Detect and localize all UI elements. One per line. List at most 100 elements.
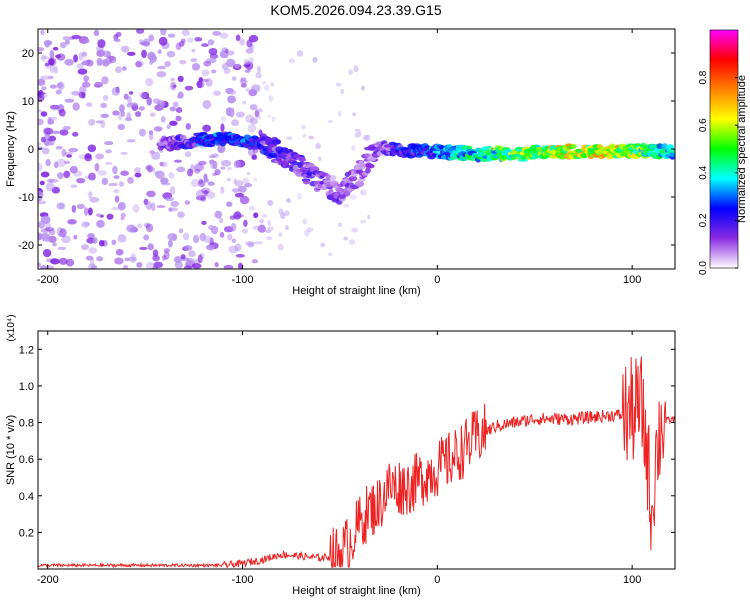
noise-blob	[38, 196, 43, 202]
noise-blob	[146, 190, 156, 198]
noise-blob	[257, 224, 266, 233]
noise-blob	[160, 161, 168, 168]
noise-blob	[190, 58, 198, 63]
noise-blob	[264, 84, 270, 91]
noise-blob	[157, 65, 167, 70]
noise-blob	[41, 56, 51, 60]
noise-blob	[71, 90, 81, 96]
noise-blob	[296, 192, 302, 200]
noise-blob	[197, 254, 203, 264]
plot-background	[38, 331, 675, 569]
noise-blob	[256, 115, 262, 120]
noise-blob	[111, 206, 119, 211]
noise-blob	[179, 59, 187, 65]
noise-blob	[251, 259, 259, 264]
noise-blob	[81, 81, 91, 88]
noise-blob	[239, 38, 245, 46]
ridge-blob	[298, 158, 307, 162]
ridge-blob	[662, 143, 668, 149]
noise-blob	[244, 69, 251, 73]
noise-blob	[219, 32, 229, 39]
noise-blob	[172, 84, 177, 88]
y-axis-label: Frequency (Hz)	[5, 111, 17, 187]
colorbar-tick-label: 0.2	[698, 213, 709, 227]
noise-blob	[155, 170, 165, 179]
noise-blob	[50, 258, 60, 265]
noise-blob	[94, 81, 104, 88]
noise-blob	[173, 159, 183, 163]
noise-blob	[302, 133, 307, 138]
noise-blob	[244, 182, 253, 188]
noise-blob	[231, 238, 237, 244]
noise-blob	[226, 178, 232, 182]
noise-blob	[242, 177, 250, 185]
noise-blob	[220, 115, 227, 123]
noise-blob	[88, 118, 96, 126]
noise-blob	[158, 36, 168, 46]
ridge-blob	[668, 152, 675, 157]
x-tick-label: -200	[37, 274, 59, 286]
noise-blob	[243, 61, 249, 65]
noise-blob	[82, 39, 91, 44]
noise-blob	[164, 60, 171, 68]
noise-blob	[88, 191, 93, 199]
noise-blob	[186, 257, 195, 264]
noise-blob	[190, 178, 200, 188]
noise-blob	[328, 252, 333, 256]
noise-blob	[92, 237, 98, 244]
noise-blob	[196, 80, 203, 89]
noise-blob	[84, 154, 93, 162]
noise-blob	[114, 38, 121, 43]
noise-blob	[285, 198, 291, 203]
noise-blob	[261, 81, 267, 85]
noise-blob	[88, 247, 98, 254]
noise-blob	[38, 93, 45, 102]
noise-blob	[38, 142, 42, 146]
noise-blob	[81, 61, 89, 66]
noise-blob	[167, 232, 178, 241]
noise-blob	[348, 69, 353, 75]
snr-panel: -200 -100 0 100 0.2 0.4 0.6 0.8 1.0 1.2 Height of …	[5, 314, 676, 597]
noise-blob	[63, 170, 71, 179]
noise-blob	[146, 96, 153, 106]
noise-blob	[141, 91, 150, 100]
noise-blob	[237, 185, 247, 193]
noise-blob	[201, 43, 209, 47]
noise-blob	[109, 55, 117, 64]
ridge-blob	[365, 167, 371, 174]
noise-blob	[198, 77, 203, 82]
noise-blob	[187, 37, 194, 43]
noise-blob	[45, 182, 55, 192]
noise-blob	[93, 29, 100, 37]
noise-blob	[226, 58, 236, 68]
noise-blob	[44, 62, 50, 67]
noise-blob	[212, 31, 222, 36]
noise-blob	[68, 147, 79, 153]
noise-blob	[151, 151, 161, 160]
noise-blob	[102, 50, 110, 58]
noise-blob	[184, 200, 191, 205]
noise-blob	[220, 166, 226, 170]
noise-blob	[83, 221, 91, 227]
noise-blob	[138, 106, 146, 111]
noise-blob	[160, 177, 169, 185]
noise-blob	[100, 102, 108, 109]
noise-blob	[77, 68, 88, 75]
noise-blob	[146, 164, 153, 173]
noise-blob	[136, 262, 143, 268]
x-tick-label: -200	[37, 574, 59, 586]
noise-blob	[256, 65, 261, 73]
noise-blob	[211, 153, 219, 158]
ridge-blob	[260, 145, 270, 150]
noise-blob	[96, 219, 105, 228]
y-tick-label: 0.4	[19, 491, 34, 503]
noise-blob	[233, 159, 241, 169]
noise-blob	[123, 93, 129, 100]
noise-blob	[256, 108, 263, 113]
noise-blob	[301, 124, 306, 130]
noise-blob	[83, 207, 89, 216]
noise-blob	[337, 222, 343, 227]
x-tick-label: 100	[623, 574, 641, 586]
noise-blob	[194, 163, 204, 172]
noise-blob	[78, 52, 84, 61]
